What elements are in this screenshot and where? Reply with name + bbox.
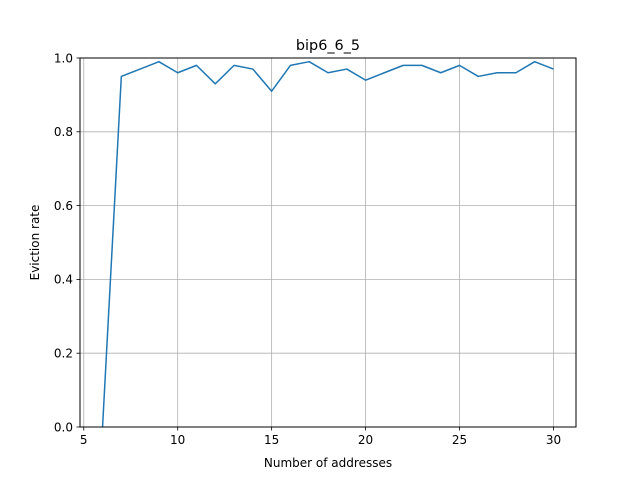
series-line: [101, 60, 554, 427]
y-tick-label: 0.2: [54, 347, 73, 361]
y-tick-label: 0.4: [54, 273, 73, 287]
x-tick-label: 20: [358, 433, 373, 447]
x-tick-label: 25: [452, 433, 467, 447]
y-tick-label: 0.6: [54, 199, 73, 213]
x-axis-label: Number of addresses: [264, 456, 392, 470]
series-layer: [101, 60, 554, 427]
ticks: 5 10 15 20 25 30 0.0 0.2 0.4 0.6 0.8 1.0: [54, 51, 561, 447]
x-tick-label: 15: [264, 433, 279, 447]
y-axis-label: Eviction rate: [28, 205, 42, 281]
y-tick-label: 0.0: [54, 420, 73, 434]
y-tick-label: 0.8: [54, 125, 73, 139]
y-tick-label: 1.0: [54, 51, 73, 65]
chart-title: bip6_6_5: [296, 38, 360, 54]
x-tick-label: 10: [170, 433, 185, 447]
x-tick-label: 30: [546, 433, 561, 447]
axes-frame: [79, 57, 577, 428]
x-tick-label: 5: [80, 433, 88, 447]
